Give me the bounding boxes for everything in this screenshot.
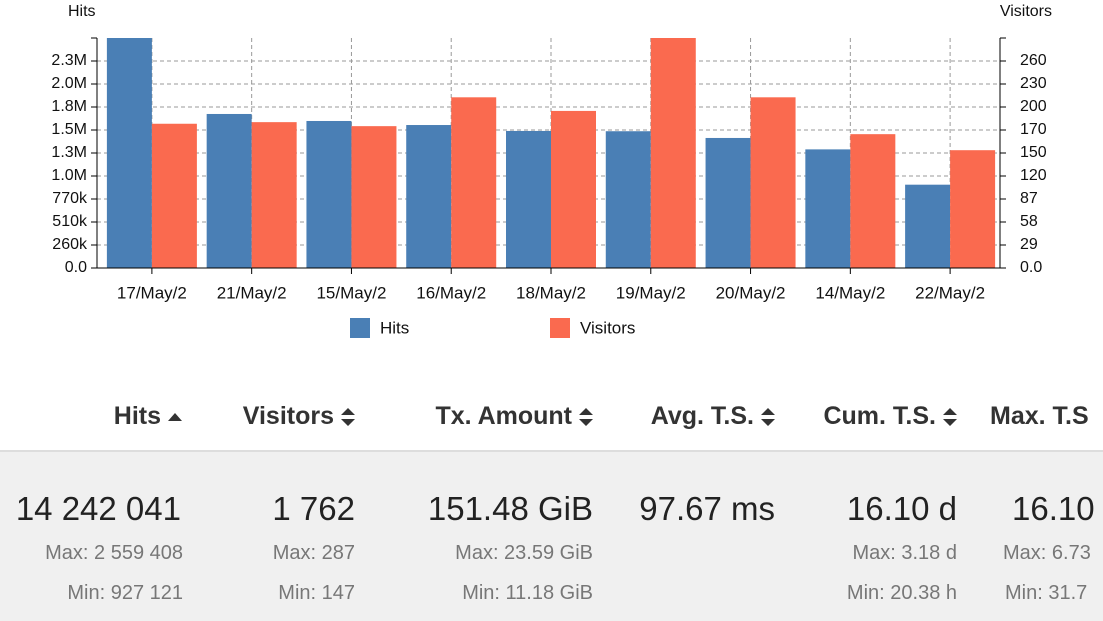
x-tick-label: 22/May/2 bbox=[915, 283, 985, 302]
x-tick-label: 19/May/2 bbox=[616, 283, 686, 302]
min: Min: 31.7 bbox=[1005, 582, 1088, 604]
bar bbox=[451, 97, 497, 269]
bar bbox=[850, 134, 896, 268]
min: Min: 147 bbox=[278, 582, 355, 604]
min: Min: 20.38 h bbox=[846, 582, 957, 604]
total: 14 242 041 bbox=[15, 490, 181, 527]
bar bbox=[251, 122, 297, 269]
legend-label: Visitors bbox=[580, 318, 635, 337]
bar bbox=[506, 130, 551, 268]
y-tick-label: 770k bbox=[52, 190, 88, 207]
total: 97.67 ms bbox=[639, 490, 775, 527]
min: Min: 927 121 bbox=[67, 582, 183, 604]
y-tick-label: 1.8M bbox=[51, 98, 87, 115]
sort-icon bbox=[341, 408, 355, 427]
bar bbox=[750, 97, 796, 269]
bar bbox=[106, 38, 152, 268]
bar bbox=[650, 38, 696, 268]
y-tick-label: 1.5M bbox=[51, 121, 87, 138]
sort-icon bbox=[168, 413, 182, 422]
column-header[interactable]: Visitors bbox=[243, 402, 356, 431]
x-tick-label: 15/May/2 bbox=[316, 283, 386, 302]
max: Max: 6.73 bbox=[1003, 542, 1091, 564]
x-tick-label: 16/May/2 bbox=[416, 283, 486, 302]
min: Min: 11.18 GiB bbox=[462, 582, 593, 604]
bar bbox=[705, 137, 751, 268]
y2-tick-label: 230 bbox=[1020, 75, 1047, 92]
bar bbox=[605, 131, 651, 268]
y-tick-label: 260k bbox=[52, 236, 88, 253]
x-tick-label: 21/May/2 bbox=[217, 283, 287, 302]
y2-axis-title: Visitors bbox=[1000, 3, 1052, 20]
y2-tick-label: 200 bbox=[1020, 98, 1047, 115]
total: 16.10 d bbox=[846, 490, 957, 527]
y-tick-label: 0.0 bbox=[65, 259, 87, 276]
y2-tick-label: 87 bbox=[1020, 190, 1038, 207]
y-axis-title: Hits bbox=[68, 3, 96, 20]
x-tick-label: 20/May/2 bbox=[716, 283, 786, 302]
bar bbox=[206, 113, 252, 268]
x-tick-label: 17/May/2 bbox=[117, 283, 187, 302]
column-header[interactable]: Tx. Amount bbox=[435, 402, 594, 431]
y2-tick-label: 0.0 bbox=[1020, 259, 1042, 276]
y2-tick-label: 29 bbox=[1020, 236, 1038, 253]
legend-swatch bbox=[350, 318, 370, 338]
total: 16.10 bbox=[1012, 490, 1095, 527]
bar bbox=[805, 149, 851, 268]
total: 1 762 bbox=[272, 490, 355, 527]
bar bbox=[351, 126, 397, 268]
bar bbox=[151, 123, 197, 268]
column-header[interactable]: Cum. T.S. bbox=[823, 402, 958, 431]
y-tick-label: 2.0M bbox=[51, 75, 87, 92]
sort-icon bbox=[579, 408, 593, 427]
y2-tick-label: 260 bbox=[1020, 52, 1047, 69]
column-header[interactable]: Max. T.S bbox=[990, 402, 1089, 430]
sort-icon bbox=[943, 408, 957, 427]
legend-label: Hits bbox=[380, 318, 409, 337]
bar bbox=[905, 184, 951, 268]
legend-swatch bbox=[550, 318, 570, 338]
sort-icon bbox=[761, 408, 775, 427]
bar bbox=[306, 120, 352, 268]
bar bbox=[406, 125, 452, 268]
max: Max: 2 559 408 bbox=[45, 542, 183, 564]
y-tick-label: 510k bbox=[52, 213, 88, 230]
y-tick-label: 1.3M bbox=[51, 144, 87, 161]
max: Max: 287 bbox=[272, 542, 355, 564]
y2-tick-label: 58 bbox=[1020, 213, 1038, 230]
total: 151.48 GiB bbox=[427, 490, 593, 527]
column-header[interactable]: Hits bbox=[114, 402, 183, 431]
y2-tick-label: 150 bbox=[1020, 144, 1047, 161]
max: Max: 3.18 d bbox=[852, 542, 957, 564]
column-header[interactable]: Avg. T.S. bbox=[651, 402, 776, 431]
table-header: Hits Visitors Tx. Amount Avg. T.S. Cum. … bbox=[0, 380, 1103, 452]
y-tick-label: 1.0M bbox=[51, 167, 87, 184]
y-tick-label: 2.3M bbox=[51, 52, 87, 69]
x-tick-label: 18/May/2 bbox=[516, 283, 586, 302]
max: Max: 23.59 GiB bbox=[455, 542, 593, 564]
table-summary: 14 242 041 1 762 151.48 GiB 97.67 ms 16.… bbox=[0, 452, 1103, 621]
chart: Hits Visitors 0.0 260k 510k 770k 1.0M 1.3M 1.5… bbox=[51, 3, 1052, 338]
bar bbox=[551, 110, 596, 269]
y2-tick-label: 170 bbox=[1020, 121, 1047, 138]
x-tick-label: 14/May/2 bbox=[815, 283, 885, 302]
bar bbox=[950, 150, 996, 268]
y2-tick-label: 120 bbox=[1020, 167, 1047, 184]
